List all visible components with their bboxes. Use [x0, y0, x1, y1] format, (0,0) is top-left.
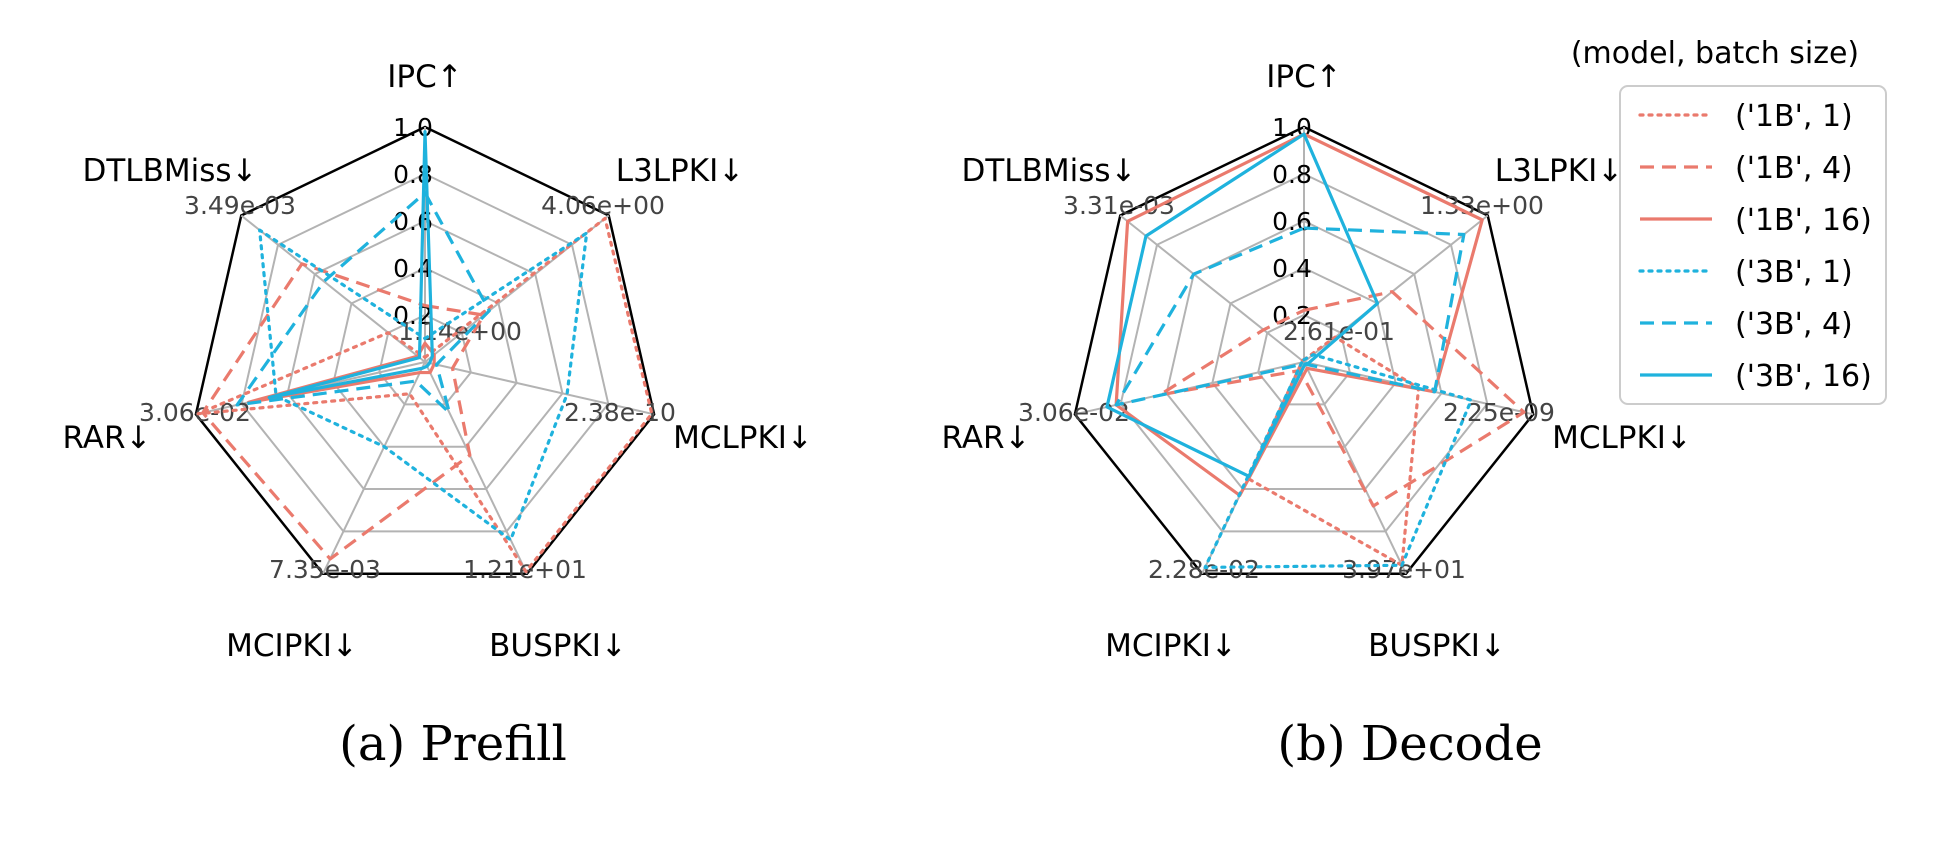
prefill-caption: (a) Prefill: [339, 716, 567, 772]
decode-axis-max-label: 2.61e-01: [1283, 317, 1395, 346]
prefill-axis-label: RAR↓: [62, 420, 151, 456]
decode-axis-label: MCIPKI↓: [1105, 628, 1237, 664]
prefill-radar-chart: 0.20.40.60.81.01.14e+004.06e+002.38e-101…: [62, 59, 812, 664]
prefill-grid-ring-0.2: [378, 313, 472, 406]
decode-radial-tick-label: 0.6: [1272, 207, 1312, 236]
prefill-axis-max-label: 4.06e+00: [541, 191, 665, 220]
decode-spoke-6: [1119, 214, 1305, 363]
decode-grid-ring-0.2: [1257, 313, 1351, 406]
decode-axis-label: BUSPKI↓: [1368, 628, 1506, 664]
prefill-series-5: [267, 130, 434, 400]
prefill-spoke-2: [424, 361, 655, 416]
decode-grid-ring-0.8: [1119, 172, 1489, 533]
decode-axis-max-label: 3.06e-02: [1018, 398, 1130, 427]
decode-grid-ring-0.6: [1165, 219, 1443, 491]
prefill-axis-label: IPC↑: [387, 59, 462, 95]
decode-radial-tick-label: 0.8: [1272, 160, 1312, 189]
legend-entry-label: ('1B', 16): [1735, 203, 1872, 238]
legend-entry-label: ('3B', 4): [1735, 307, 1853, 342]
decode-series-2: [1114, 132, 1484, 497]
prefill-series-1: [201, 262, 486, 561]
legend-entry-label: ('1B', 1): [1735, 99, 1853, 134]
decode-axis-max-label: 2.25e-09: [1443, 398, 1555, 427]
decode-series-5: [1105, 132, 1380, 478]
prefill-axis-label: L3LPKI↓: [616, 153, 744, 189]
prefill-spoke-4: [322, 361, 426, 575]
decode-axis-label: MCLPKI↓: [1552, 420, 1692, 456]
decode-caption: (b) Decode: [1277, 716, 1542, 772]
decode-series-1: [1158, 290, 1526, 508]
legend-entry-label: ('1B', 4): [1735, 151, 1853, 186]
prefill-series-2: [246, 341, 436, 404]
prefill-axis-max-label: 2.38e-10: [564, 398, 676, 427]
prefill-grid-ring-1.0: [194, 125, 656, 575]
decode-radial-tick-label: 0.2: [1272, 301, 1312, 330]
prefill-axis-max-label: 3.49e-03: [184, 191, 296, 220]
prefill-radial-tick-label: 0.4: [393, 254, 433, 283]
prefill-radial-tick-label: 1.0: [393, 113, 433, 142]
legend-entry-label: ('3B', 16): [1735, 359, 1872, 394]
prefill-axis-max-label: 7.35e-03: [269, 555, 381, 584]
decode-grid-ring-0.4: [1211, 266, 1397, 448]
prefill-series-3: [258, 228, 589, 542]
decode-axis-label: L3LPKI↓: [1495, 153, 1623, 189]
prefill-grid-ring-0.8: [240, 172, 610, 533]
prefill-axis-label: DTLBMiss↓: [83, 153, 258, 189]
legend: (model, batch size) ('1B', 1) ('1B', 4) ('…: [1571, 36, 1887, 405]
decode-axis-label: IPC↑: [1266, 59, 1341, 95]
decode-axis-label: RAR↓: [941, 420, 1030, 456]
legend-entry-label: ('3B', 1): [1735, 255, 1853, 290]
legend-title: (model, batch size): [1571, 36, 1859, 71]
decode-radial-tick-label: 0.4: [1272, 254, 1312, 283]
decode-series-3: [1203, 353, 1473, 569]
decode-axis-max-label: 1.33e+00: [1420, 191, 1544, 220]
prefill-axis-label: MCIPKI↓: [226, 628, 358, 664]
prefill-grid-ring-0.4: [332, 266, 518, 448]
decode-axis-label: DTLBMiss↓: [962, 153, 1137, 189]
prefill-axis-label: BUSPKI↓: [489, 628, 627, 664]
prefill-axis-max-label: 3.06e-02: [139, 398, 251, 427]
decode-grid-ring-1.0: [1073, 125, 1535, 575]
decode-series-0: [1246, 335, 1421, 567]
prefill-spoke-3: [424, 361, 528, 575]
decode-axis-max-label: 2.28e-02: [1148, 555, 1260, 584]
prefill-series-0: [196, 216, 654, 574]
decode-spoke-3: [1303, 361, 1407, 575]
decode-radar-chart: 0.20.40.60.81.02.61e-011.33e+002.25e-093…: [941, 59, 1691, 664]
prefill-axis-label: MCLPKI↓: [673, 420, 813, 456]
